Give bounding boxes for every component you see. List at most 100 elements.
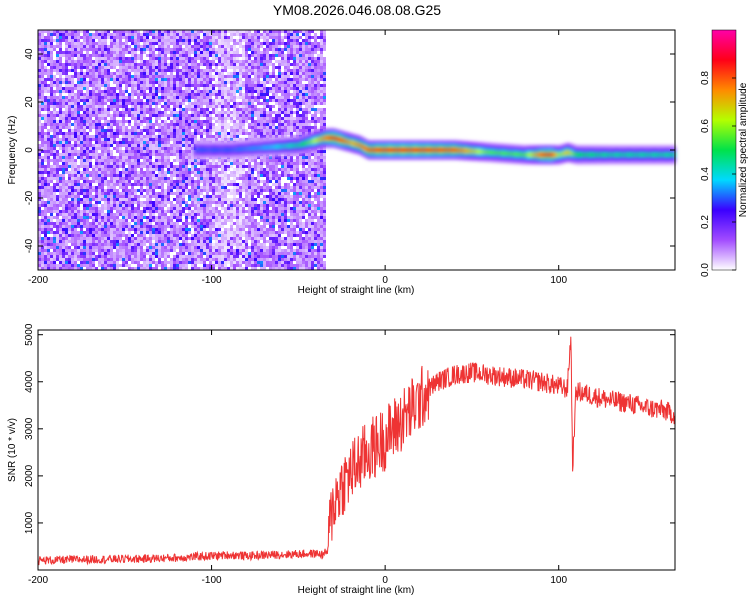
noise-cell	[200, 261, 203, 264]
noise-cell	[56, 243, 59, 246]
noise-cell	[185, 258, 188, 261]
noise-cell	[182, 72, 185, 75]
noise-cell	[50, 219, 53, 222]
noise-cell	[152, 186, 155, 189]
noise-cell	[161, 99, 164, 102]
noise-cell	[158, 174, 161, 177]
noise-cell	[233, 198, 236, 201]
noise-cell	[230, 240, 233, 243]
noise-cell	[188, 117, 191, 120]
noise-cell	[194, 171, 197, 174]
noise-cell	[206, 225, 209, 228]
noise-cell	[140, 180, 143, 183]
noise-cell	[164, 108, 167, 111]
noise-cell	[110, 177, 113, 180]
noise-cell	[38, 180, 41, 183]
noise-cell	[107, 231, 110, 234]
noise-cell	[185, 90, 188, 93]
noise-cell	[44, 222, 47, 225]
noise-cell	[134, 267, 137, 270]
noise-cell	[167, 66, 170, 69]
noise-cell	[176, 183, 179, 186]
noise-cell	[170, 165, 173, 168]
noise-cell	[137, 54, 140, 57]
noise-cell	[110, 129, 113, 132]
noise-cell	[119, 120, 122, 123]
noise-cell	[59, 93, 62, 96]
noise-cell	[239, 72, 242, 75]
noise-cell	[236, 216, 239, 219]
noise-cell	[65, 33, 68, 36]
noise-cell	[143, 267, 146, 270]
noise-cell	[170, 213, 173, 216]
noise-cell	[164, 252, 167, 255]
noise-cell	[227, 237, 230, 240]
noise-cell	[53, 132, 56, 135]
noise-cell	[215, 57, 218, 60]
noise-cell	[152, 147, 155, 150]
noise-cell	[83, 78, 86, 81]
noise-cell	[158, 207, 161, 210]
noise-cell	[86, 105, 89, 108]
noise-cell	[86, 228, 89, 231]
noise-cell	[113, 63, 116, 66]
noise-cell	[161, 147, 164, 150]
noise-cell	[149, 210, 152, 213]
noise-cell	[194, 216, 197, 219]
noise-cell	[191, 45, 194, 48]
noise-cell	[143, 189, 146, 192]
noise-cell	[41, 189, 44, 192]
noise-cell	[104, 33, 107, 36]
noise-cell	[233, 234, 236, 237]
noise-cell	[38, 96, 41, 99]
noise-cell	[224, 135, 227, 138]
noise-cell	[107, 54, 110, 57]
noise-cell	[194, 111, 197, 114]
noise-cell	[182, 114, 185, 117]
noise-cell	[179, 168, 182, 171]
noise-cell	[137, 159, 140, 162]
noise-cell	[131, 126, 134, 129]
noise-cell	[119, 192, 122, 195]
noise-cell	[161, 75, 164, 78]
noise-cell	[104, 39, 107, 42]
noise-cell	[176, 213, 179, 216]
noise-cell	[161, 156, 164, 159]
noise-cell	[152, 138, 155, 141]
noise-cell	[161, 150, 164, 153]
noise-cell	[161, 183, 164, 186]
noise-cell	[71, 150, 74, 153]
noise-cell	[71, 213, 74, 216]
noise-cell	[44, 156, 47, 159]
noise-cell	[233, 252, 236, 255]
noise-cell	[80, 42, 83, 45]
noise-cell	[200, 258, 203, 261]
noise-cell	[185, 42, 188, 45]
noise-cell	[104, 141, 107, 144]
noise-cell	[44, 204, 47, 207]
noise-cell	[185, 240, 188, 243]
noise-cell	[239, 132, 242, 135]
noise-cell	[173, 153, 176, 156]
noise-cell	[179, 141, 182, 144]
noise-cell	[44, 183, 47, 186]
noise-cell	[71, 225, 74, 228]
noise-cell	[44, 255, 47, 258]
noise-cell	[80, 210, 83, 213]
noise-cell	[209, 216, 212, 219]
noise-cell	[116, 120, 119, 123]
noise-cell	[164, 111, 167, 114]
noise-cell	[182, 201, 185, 204]
noise-cell	[140, 228, 143, 231]
noise-cell	[125, 138, 128, 141]
noise-cell	[209, 213, 212, 216]
noise-cell	[200, 186, 203, 189]
noise-cell	[200, 168, 203, 171]
noise-cell	[170, 234, 173, 237]
noise-cell	[209, 132, 212, 135]
noise-cell	[50, 42, 53, 45]
noise-cell	[77, 135, 80, 138]
noise-cell	[89, 243, 92, 246]
noise-cell	[137, 162, 140, 165]
noise-cell	[119, 264, 122, 267]
